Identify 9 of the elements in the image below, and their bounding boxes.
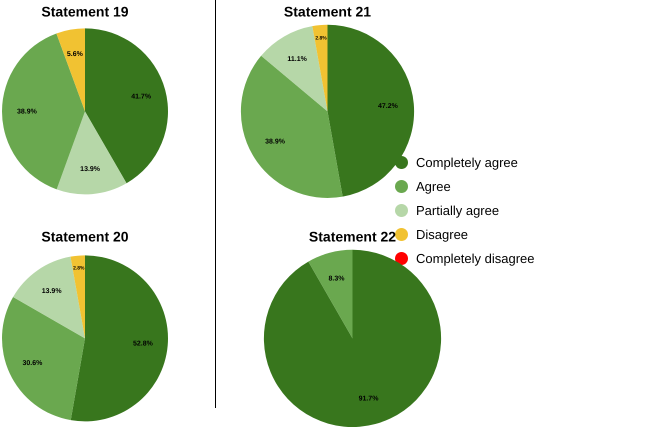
legend-label: Completely agree [416, 154, 518, 170]
legend-label: Completely disagree [416, 250, 535, 266]
legend-label: Agree [416, 178, 451, 194]
chart-title: Statement 22 [308, 228, 396, 244]
chart-title: Statement 20 [41, 228, 129, 244]
legend-label: Disagree [416, 226, 468, 242]
chart-title: Statement 19 [41, 3, 129, 20]
legend-label: Partially agree [416, 202, 500, 218]
chart-title: Statement 21 [284, 3, 372, 20]
